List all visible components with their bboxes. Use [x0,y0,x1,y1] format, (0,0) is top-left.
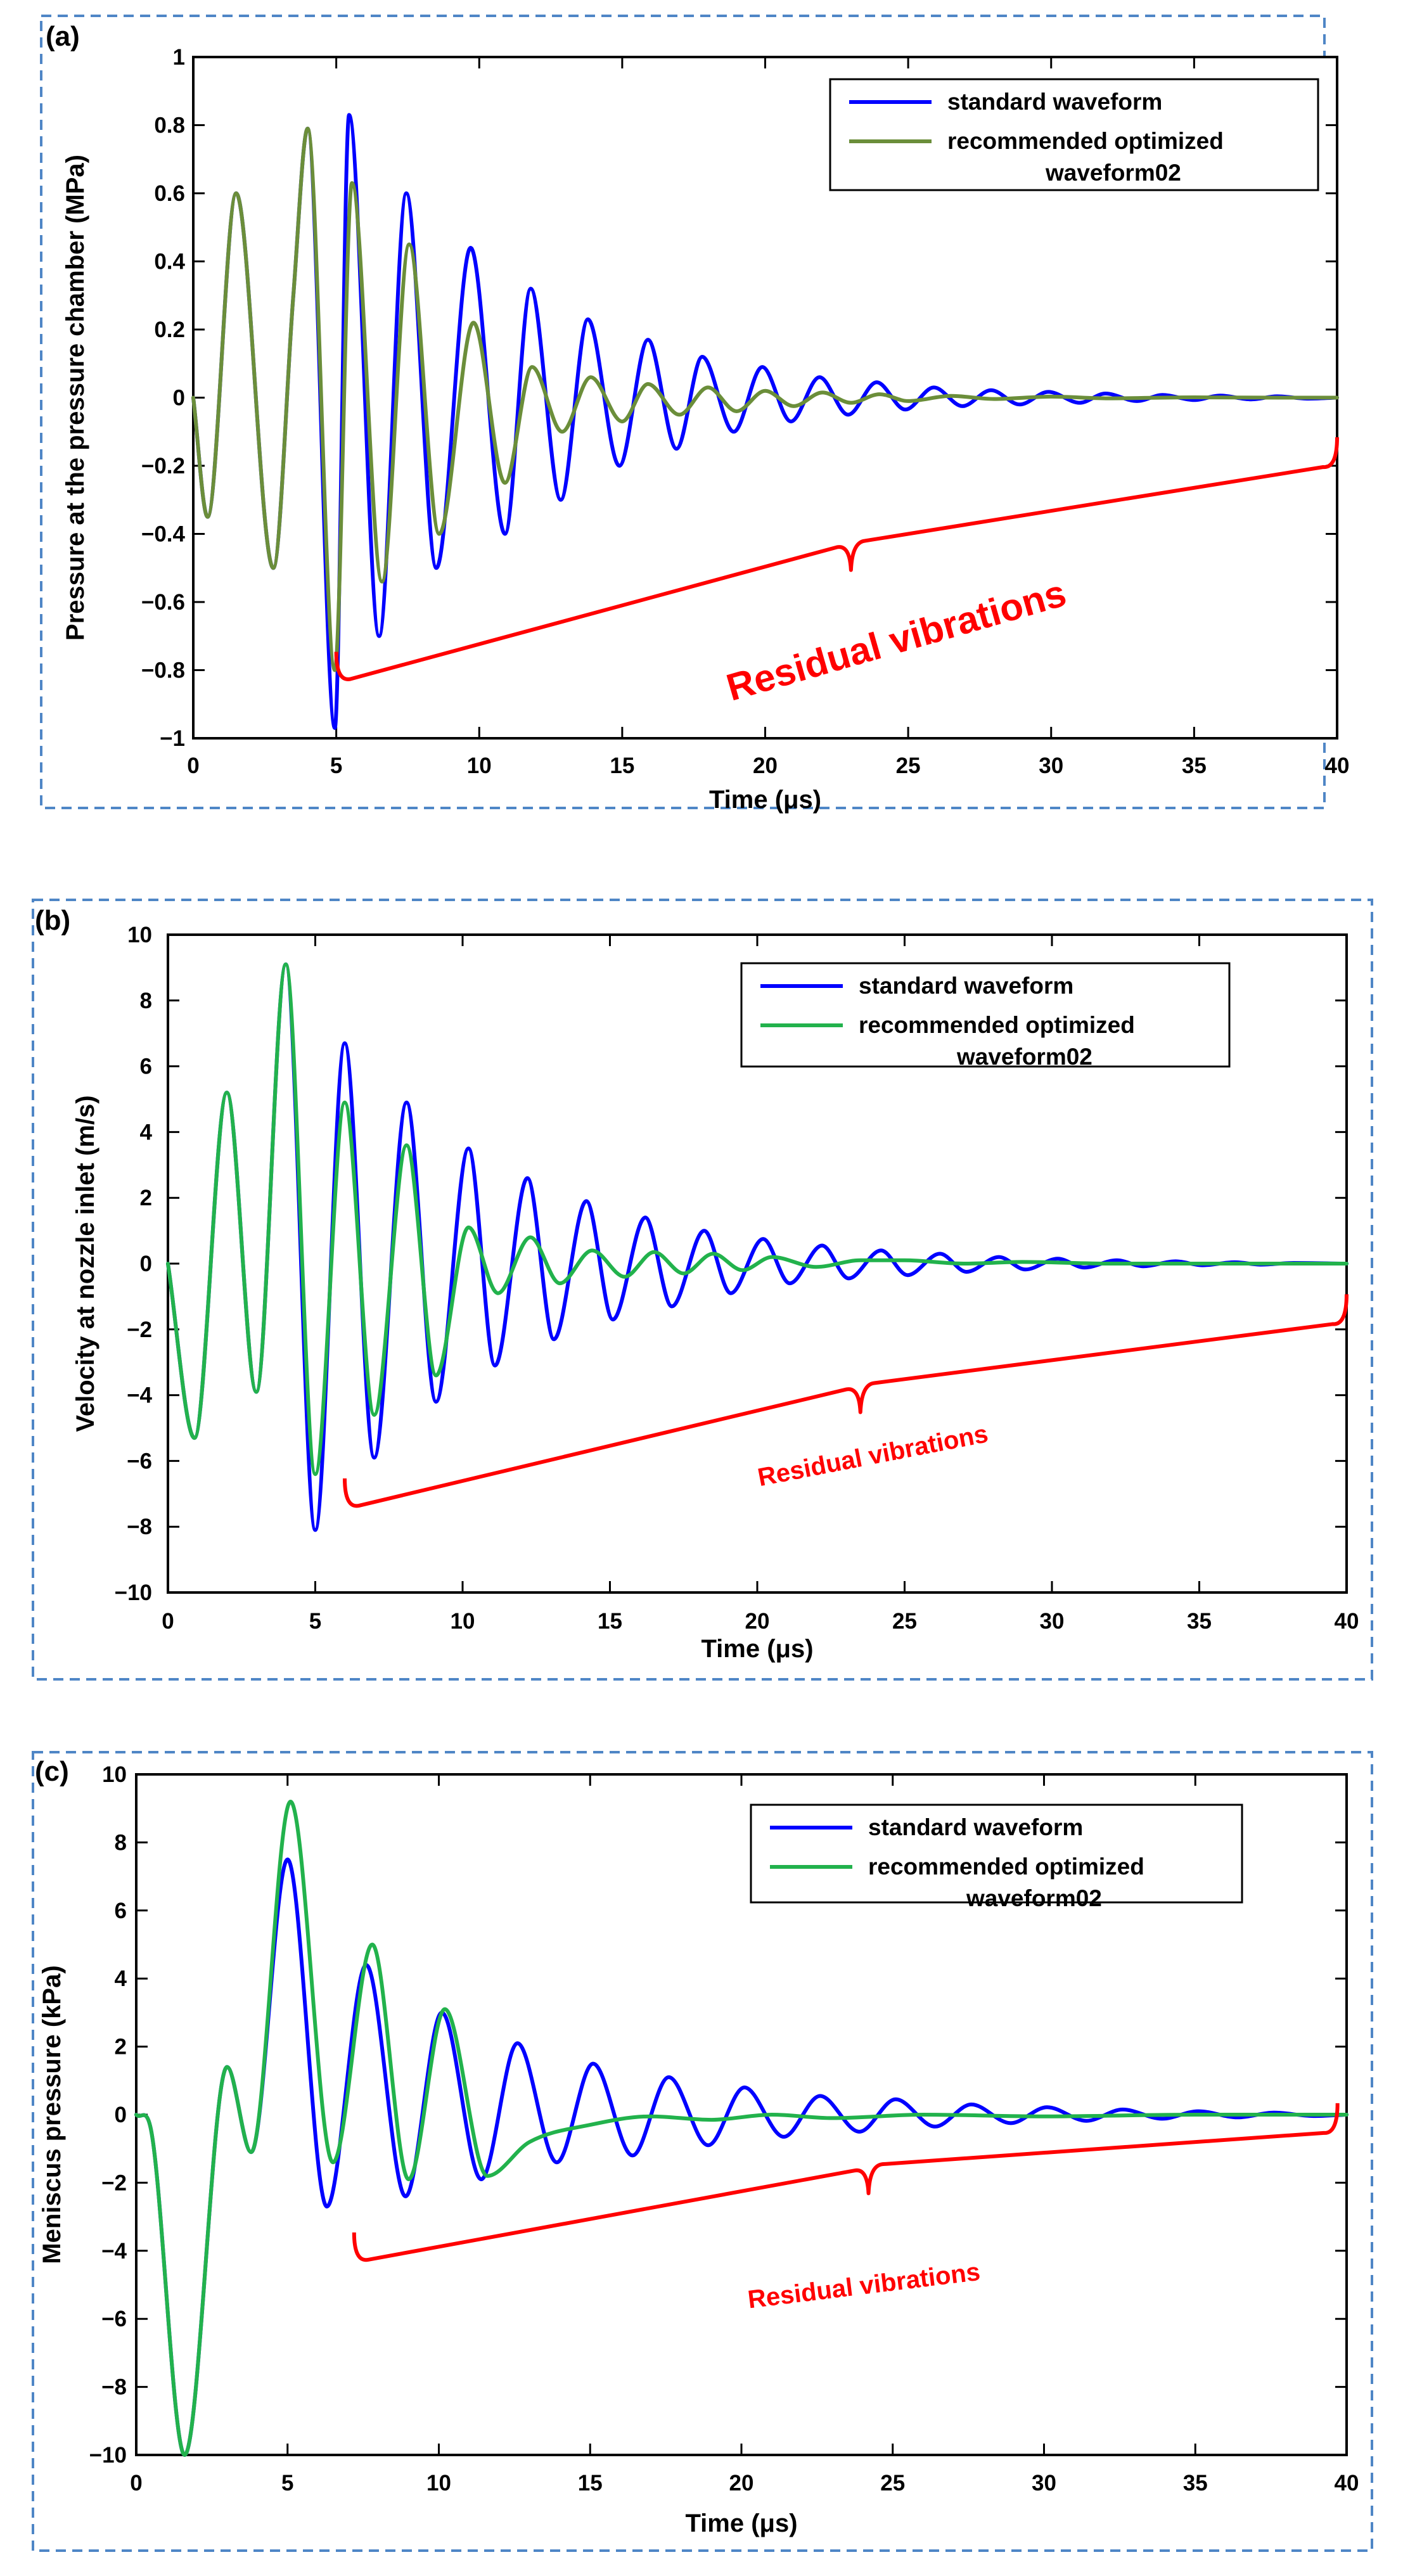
series-line-optimized [134,1800,1349,2457]
y-tick-label: −6 [127,1449,152,1473]
x-tick-label: 15 [610,753,634,778]
y-tick-label: 10 [127,923,152,947]
y-tick-label: 0 [173,386,185,411]
legend-label-optimized: recommended optimized [947,128,1224,154]
x-tick-label: 30 [1032,2471,1056,2496]
x-tick-label: 10 [451,1609,475,1634]
x-tick-label: 0 [130,2471,142,2496]
x-tick-label: 0 [187,753,199,778]
y-tick-label: −2 [127,1317,152,1342]
x-tick-label: 25 [880,2471,905,2496]
x-tick-label: 25 [896,753,921,778]
x-tick-label: 35 [1182,753,1207,778]
y-tick-label: 4 [115,1966,127,1991]
x-tick-label: 20 [729,2471,754,2496]
y-tick-label: 0 [115,2103,127,2127]
y-tick-label: 10 [102,1762,127,1787]
y-tick-label: −8 [101,2375,127,2400]
x-tick-label: 20 [753,753,778,778]
y-tick-label: 4 [140,1120,153,1144]
x-tick-label: 10 [426,2471,451,2496]
x-tick-label: 40 [1335,2471,1359,2496]
x-tick-label: 30 [1040,1609,1065,1634]
y-tick-label: 1 [173,45,185,70]
x-tick-label: 30 [1039,753,1063,778]
x-tick-label: 5 [330,753,342,778]
x-axis-label: Time (μs) [701,1635,813,1663]
legend-label-standard: standard waveform [947,89,1162,115]
y-tick-label: −10 [89,2443,127,2468]
y-tick-label: −0.8 [141,658,185,683]
legend-label-standard: standard waveform [868,1814,1083,1840]
panel-a: (a) 0 5 10 15 20 25 30 35 40 −1 −0.8 −0.6 −0.4 −0.2 0 0.… [0,0,1403,843]
x-tick-label: 25 [892,1609,917,1634]
series-line-optimized [191,126,1339,672]
panel-label: (a) [46,21,80,52]
legend-box [740,962,1231,1068]
legend-box [750,1804,1243,1904]
residual-brace [352,2103,1340,2262]
y-tick-label: −6 [101,2307,127,2331]
y-tick-label: −1 [160,726,185,751]
x-tick-label: 0 [162,1609,174,1634]
x-axis-label: Time (μs) [709,786,821,814]
y-tick-label: 0.6 [154,181,185,206]
x-tick-label: 15 [578,2471,603,2496]
y-tick-label: 6 [140,1054,152,1079]
residual-brace [343,1294,1349,1508]
residual-brace [334,437,1339,681]
panel-c: (c) 0 5 10 15 20 25 30 35 40 −10 −8 −6 −4 −2 0 2 4 6 8 10 Tim… [0,1736,1403,2576]
legend-label-optimized: recommended optimized [868,1854,1144,1880]
x-tick-label: 10 [467,753,492,778]
y-tick-label: −4 [101,2239,127,2264]
y-axis-label: Pressure at the pressure chamber (MPa) [61,155,89,641]
y-tick-label: 6 [115,1899,127,1923]
y-axis-label: Meniscus pressure (kPa) [38,1965,66,2264]
chart-b: (b) 0 5 10 15 20 25 30 35 40 −10 −8 −6 −4 −2 0 2 4 6 8 10 Tim… [32,899,1373,1681]
x-tick-label: 40 [1335,1609,1359,1634]
panel-frame [32,899,1373,1681]
panel-label: (c) [35,1756,69,1787]
x-tick-label: 5 [281,2471,293,2496]
legend-label-optimized: waveform02 [1045,160,1181,186]
y-tick-label: −4 [127,1383,152,1408]
legend-label-optimized: recommended optimized [859,1012,1135,1038]
panel-frame [32,1751,1373,2552]
y-tick-label: −0.2 [141,454,185,478]
y-tick-label: 8 [115,1830,127,1855]
x-tick-label: 15 [598,1609,622,1634]
y-tick-label: 0.8 [154,113,185,138]
y-tick-label: 2 [115,2035,127,2060]
x-tick-label: 35 [1187,1609,1212,1634]
y-tick-label: −0.6 [141,590,185,615]
legend-label-optimized: waveform02 [956,1044,1092,1070]
panel-label: (b) [35,905,70,936]
y-tick-label: 8 [140,989,152,1013]
y-axis-label: Velocity at nozzle inlet (m/s) [72,1095,99,1432]
panel-b: (b) 0 5 10 15 20 25 30 35 40 −10 −8 −6 −4 −2 0 2 4 6 8 10 Tim… [0,884,1403,1708]
series-line-optimized [166,962,1349,1477]
y-tick-label: 2 [140,1186,152,1210]
y-tick-label: −0.4 [141,522,186,547]
y-tick-label: 0.4 [154,250,185,274]
y-tick-label: −2 [101,2170,127,2195]
x-tick-label: 35 [1183,2471,1208,2496]
y-tick-label: 0.2 [154,317,185,342]
y-tick-label: −8 [127,1515,152,1539]
x-tick-label: 20 [745,1609,770,1634]
x-tick-label: 40 [1325,753,1350,778]
x-axis-label: Time (μs) [685,2509,797,2537]
y-tick-label: −10 [115,1580,152,1605]
legend-box [829,78,1319,191]
x-tick-label: 5 [309,1609,321,1634]
legend-label-optimized: waveform02 [966,1885,1102,1911]
chart-c: (c) 0 5 10 15 20 25 30 35 40 −10 −8 −6 −4 −2 0 2 4 6 8 10 Tim… [32,1751,1373,2552]
chart-a: (a) 0 5 10 15 20 25 30 35 40 −1 −0.8 −0.6 −0.4 −0.2 0 0.… [40,15,1350,814]
y-tick-label: 0 [140,1252,152,1276]
legend-label-standard: standard waveform [859,973,1073,999]
